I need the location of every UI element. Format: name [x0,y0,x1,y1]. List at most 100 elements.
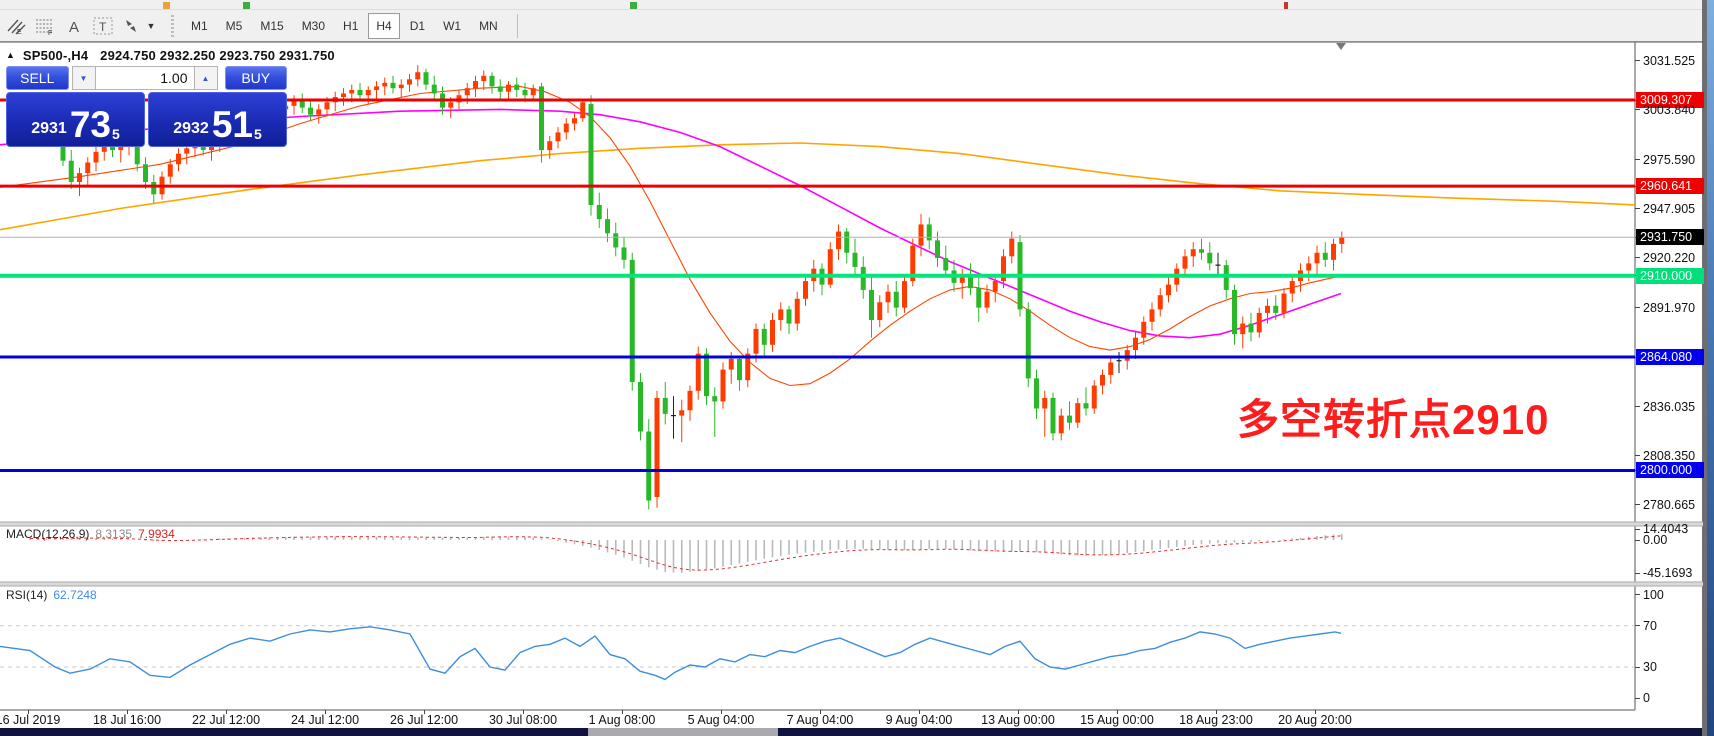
price-label: 30 [1643,660,1657,674]
macd-value-signal: 7.9934 [138,527,175,541]
candle [1240,323,1246,335]
candle [374,86,379,90]
price-tick [1635,406,1640,407]
sell-price-big: 73 [69,104,111,145]
symbol-label: SP500-,H4 [22,48,89,63]
candle [341,93,346,98]
candle [489,75,495,87]
candle [506,84,511,92]
candle [629,259,635,382]
candle [555,132,561,142]
candle [638,381,643,432]
timeframe-button-h1[interactable]: H1 [343,18,359,33]
price-tick [1635,109,1640,110]
price-tick [1635,625,1640,626]
volume-input[interactable]: 1.00 [95,66,194,90]
sell-price-sup: 5 [111,126,120,142]
candle [827,249,833,285]
candle [77,173,82,182]
sell-price-box[interactable]: 2931 73 5 [6,92,145,147]
time-tick [721,710,722,714]
time-label: 30 Jul 08:00 [488,713,558,727]
price-label: 100 [1643,588,1664,602]
timeframe-button-m5[interactable]: M5 [225,18,243,33]
chart-shift-marker [1336,43,1346,50]
candle [770,320,775,345]
buy-price-box[interactable]: 2932 51 5 [148,92,287,147]
window-right-edge [1702,0,1707,736]
candle [926,224,932,241]
buy-button[interactable]: BUY [224,66,287,90]
label-tool-button[interactable]: T [89,13,116,38]
arrows-tool-button[interactable] [118,13,145,38]
candle [473,81,478,89]
sell-button[interactable]: SELL [6,66,69,90]
one-click-trading-panel: SELL ▼ 1.00 ▲ BUY 2931 73 5 2932 51 5 [6,66,287,147]
timeframe-button-d1[interactable]: D1 [409,18,426,33]
candle [382,82,388,87]
svg-text:A: A [69,19,79,35]
candle [407,79,412,85]
chart-text-annotation: 多空转折点2910 [1237,396,1550,443]
price-tick [1635,573,1640,574]
timeframe-button-m15[interactable]: M15 [260,18,284,33]
collapse-panel-icon[interactable]: ▲ [6,50,16,60]
timeframe-button-w1[interactable]: W1 [443,18,462,33]
buy-price-big: 51 [211,104,253,145]
volume-decrease-button[interactable]: ▼ [71,66,96,90]
candle [134,143,140,165]
fibo-grid-tool-button[interactable]: F [31,13,58,38]
candle [1042,397,1048,409]
volume-increase-button[interactable]: ▲ [193,66,218,90]
macd-indicator-label: MACD(12,26,9) 8.3135 7.9934 [6,527,175,541]
price-badge: 2864.080 [1636,349,1704,365]
price-badge: 2960.641 [1636,178,1704,194]
timeframe-button-mn[interactable]: MN [479,18,498,33]
time-label: 18 Aug 23:00 [1179,713,1253,727]
svg-text:E: E [17,29,22,35]
price-label: 14.4043 [1643,522,1689,536]
rsi-line [0,626,1342,681]
candle [852,252,858,267]
timeframe-button-m1[interactable]: M1 [191,18,208,33]
candle [1050,397,1056,434]
candle [1248,323,1254,333]
candle [1281,293,1287,313]
candle [662,397,668,414]
candle [167,164,173,177]
candle [316,109,322,115]
candle [415,72,421,80]
timeframe-button-m30[interactable]: M30 [301,18,326,33]
price-label: 70 [1643,619,1657,633]
candle [1141,321,1147,338]
candle [1322,252,1328,260]
candle [530,88,536,96]
timeframe-button-h4[interactable]: H4 [368,12,400,39]
candle [778,309,784,321]
candle [753,328,759,354]
candle [1091,385,1097,409]
candle [93,151,99,163]
candle [902,281,907,308]
candle [1166,284,1171,296]
time-label: 15 Aug 00:00 [1080,713,1154,727]
main-price-pane [0,43,1635,510]
time-tick [1216,710,1217,714]
time-label: 20 Aug 20:00 [1278,713,1352,727]
candle [869,289,874,321]
candle [794,298,800,324]
candle [745,353,751,381]
candle [398,84,404,89]
candle [308,107,313,115]
candle [1339,237,1345,244]
pitchfork-tool-button[interactable]: E [2,13,29,38]
candle [522,89,528,96]
candle [1207,252,1213,264]
toolbar-drag-handle[interactable] [171,14,174,37]
rsi-value: 62.7248 [53,588,97,602]
price-label: 2780.665 [1643,498,1696,512]
candle [679,410,685,416]
text-tool-button[interactable]: A [60,13,87,38]
arrows-dropdown-caret[interactable]: ▼ [146,20,156,31]
